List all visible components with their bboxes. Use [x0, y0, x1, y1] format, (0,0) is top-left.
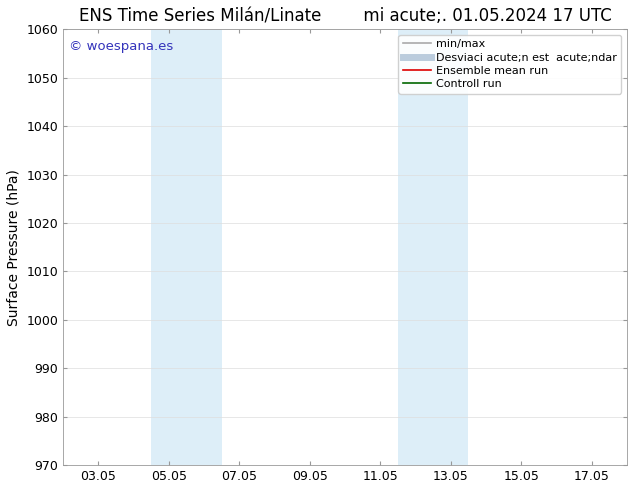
Bar	[398, 29, 469, 465]
Bar	[152, 29, 222, 465]
Legend: min/max, Desviaci acute;n est  acute;ndar, Ensemble mean run, Controll run: min/max, Desviaci acute;n est acute;ndar…	[398, 35, 621, 94]
Text: © woespana.es: © woespana.es	[69, 40, 173, 53]
Title: ENS Time Series Milán/Linate        mi acute;. 01.05.2024 17 UTC: ENS Time Series Milán/Linate mi acute;. …	[79, 7, 612, 25]
Y-axis label: Surface Pressure (hPa): Surface Pressure (hPa)	[7, 169, 21, 326]
